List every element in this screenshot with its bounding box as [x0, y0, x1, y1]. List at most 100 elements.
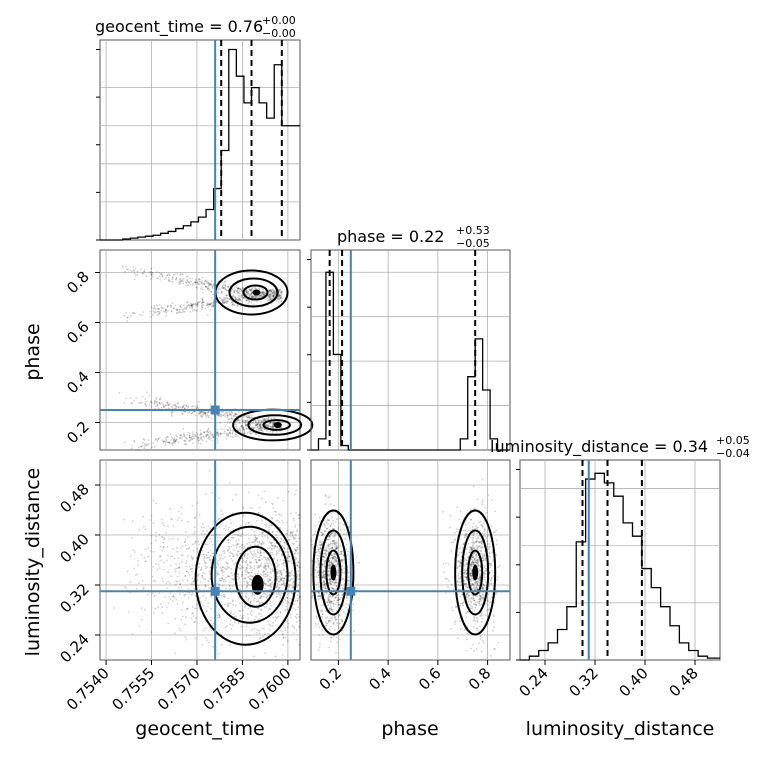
scatter-point — [293, 626, 295, 628]
scatter-point — [328, 573, 330, 575]
scatter-point — [131, 537, 133, 539]
scatter-point — [209, 288, 211, 290]
scatter-point — [468, 549, 470, 551]
scatter-point — [195, 435, 197, 437]
scatter-point — [159, 304, 161, 306]
scatter-point — [195, 304, 197, 306]
scatter-point — [241, 626, 243, 628]
scatter-point — [484, 572, 486, 574]
scatter-point — [163, 569, 165, 571]
scatter-point — [228, 539, 230, 541]
scatter-point — [226, 413, 228, 415]
scatter-point — [336, 642, 338, 644]
scatter-point — [316, 576, 318, 578]
scatter-point — [148, 443, 150, 445]
scatter-point — [245, 420, 247, 422]
scatter-point — [210, 617, 212, 619]
scatter-point — [333, 600, 335, 602]
scatter-point — [189, 566, 191, 568]
scatter-point — [220, 297, 222, 299]
scatter-point — [496, 540, 498, 542]
scatter-point — [246, 586, 248, 588]
scatter-point — [247, 599, 249, 601]
scatter-point — [222, 558, 224, 560]
scatter-point — [178, 628, 180, 630]
scatter-point — [211, 541, 213, 543]
scatter-point — [267, 565, 269, 567]
scatter-point — [473, 598, 475, 600]
scatter-point — [495, 554, 497, 556]
scatter-point — [246, 581, 248, 583]
scatter-point — [193, 309, 195, 311]
scatter-point — [265, 583, 267, 585]
scatter-point — [208, 416, 210, 418]
scatter-point — [353, 630, 355, 632]
scatter-point — [203, 431, 205, 433]
scatter-point — [264, 418, 266, 420]
scatter-point — [207, 314, 209, 316]
scatter-point — [225, 425, 227, 427]
scatter-point — [467, 633, 469, 635]
scatter-point — [224, 431, 226, 433]
scatter-point — [452, 610, 454, 612]
scatter-point — [316, 572, 318, 574]
scatter-point — [276, 579, 278, 581]
scatter-point — [238, 436, 240, 438]
panel-dist-vs-time: 0.240.320.400.48 0.75400.75550.75700.758… — [22, 460, 301, 740]
scatter-point — [193, 303, 195, 305]
scatter-point — [316, 616, 318, 618]
scatter-point — [238, 530, 240, 532]
scatter-point — [477, 547, 479, 549]
scatter-point — [190, 583, 192, 585]
scatter-point — [217, 562, 219, 564]
scatter-point — [150, 550, 152, 552]
scatter-point — [155, 563, 157, 565]
scatter-point — [464, 629, 466, 631]
scatter-point — [330, 641, 332, 643]
scatter-point — [199, 281, 201, 283]
scatter-point — [260, 301, 262, 303]
scatter-point — [347, 522, 349, 524]
scatter-point — [252, 296, 254, 298]
scatter-point — [332, 520, 334, 522]
scatter-point — [247, 613, 249, 615]
scatter-point — [169, 582, 171, 584]
scatter-point — [480, 524, 482, 526]
scatter-point — [270, 583, 272, 585]
scatter-point — [266, 597, 268, 599]
scatter-point — [329, 608, 331, 610]
scatter-point — [152, 566, 154, 568]
scatter-point — [473, 650, 475, 652]
scatter-point — [178, 580, 180, 582]
scatter-point — [222, 569, 224, 571]
scatter-point — [269, 585, 271, 587]
scatter-point — [263, 571, 265, 573]
scatter-point — [221, 433, 223, 435]
scatter-point — [167, 571, 169, 573]
scatter-point — [224, 289, 226, 291]
scatter-point — [258, 428, 260, 430]
scatter-point — [473, 600, 475, 602]
scatter-point — [491, 525, 493, 527]
scatter-point — [466, 534, 468, 536]
scatter-point — [224, 556, 226, 558]
scatter-point — [465, 617, 467, 619]
scatter-point — [146, 275, 148, 277]
scatter-point — [272, 554, 274, 556]
scatter-point — [287, 626, 289, 628]
scatter-point — [347, 554, 349, 556]
scatter-point — [254, 628, 256, 630]
scatter-point — [345, 549, 347, 551]
scatter-point — [210, 303, 212, 305]
scatter-point — [276, 554, 278, 556]
scatter-point — [335, 548, 337, 550]
scatter-point — [326, 623, 328, 625]
scatter-point — [247, 303, 249, 305]
scatter-point — [222, 572, 224, 574]
scatter-point — [260, 552, 262, 554]
scatter-point — [296, 621, 298, 623]
scatter-point — [187, 412, 189, 414]
scatter-point — [138, 449, 140, 451]
scatter-point — [273, 295, 275, 297]
scatter-point — [230, 428, 232, 430]
